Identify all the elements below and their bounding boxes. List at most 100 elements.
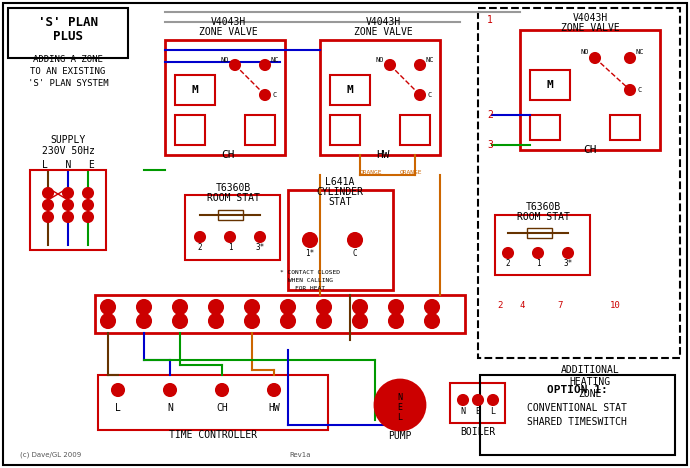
Text: HEATING: HEATING — [569, 377, 611, 387]
Bar — [165, 40, 285, 155]
Text: 1: 1 — [228, 243, 233, 253]
Text: FOR HEAT: FOR HEAT — [295, 285, 325, 291]
Bar — [218, 210, 243, 220]
Text: V4043H: V4043H — [366, 17, 401, 27]
Text: 6: 6 — [286, 302, 290, 312]
Text: L: L — [115, 403, 121, 413]
Circle shape — [281, 314, 295, 328]
Text: 10: 10 — [610, 300, 620, 309]
Text: C: C — [353, 249, 357, 258]
Text: 3*: 3* — [255, 243, 265, 253]
Bar — [245, 115, 275, 145]
Circle shape — [303, 233, 317, 247]
Bar — [520, 30, 660, 150]
Circle shape — [101, 314, 115, 328]
Circle shape — [317, 314, 331, 328]
Bar — [288, 190, 393, 290]
Text: ORANGE: ORANGE — [400, 169, 422, 175]
Text: ROOM STAT: ROOM STAT — [206, 193, 259, 203]
Text: PLUS: PLUS — [53, 29, 83, 43]
Text: CH: CH — [221, 150, 235, 160]
Text: C: C — [273, 92, 277, 98]
Text: HW: HW — [268, 403, 280, 413]
Text: NC: NC — [635, 49, 644, 55]
Circle shape — [458, 395, 468, 405]
Text: NC: NC — [270, 57, 279, 63]
Text: PUMP: PUMP — [388, 431, 412, 441]
Text: T6360B: T6360B — [525, 202, 560, 212]
Text: 4: 4 — [520, 300, 524, 309]
Bar — [98, 375, 328, 430]
Text: ADDITIONAL: ADDITIONAL — [560, 365, 620, 375]
Text: C: C — [428, 92, 432, 98]
Text: ZONE VALVE: ZONE VALVE — [199, 27, 257, 37]
Circle shape — [164, 384, 176, 396]
Bar — [610, 115, 640, 140]
Text: 1: 1 — [487, 15, 493, 25]
Bar — [330, 75, 370, 105]
Circle shape — [83, 188, 93, 198]
Circle shape — [317, 300, 331, 314]
Circle shape — [245, 300, 259, 314]
Text: NO: NO — [221, 57, 229, 63]
Bar — [527, 228, 552, 238]
Circle shape — [533, 248, 543, 258]
Text: NO: NO — [376, 57, 384, 63]
Circle shape — [63, 200, 73, 210]
Circle shape — [425, 314, 439, 328]
Circle shape — [425, 300, 439, 314]
Circle shape — [563, 248, 573, 258]
Text: TIME CONTROLLER: TIME CONTROLLER — [169, 430, 257, 440]
Text: 1: 1 — [106, 302, 110, 312]
Text: CH: CH — [583, 145, 597, 155]
Circle shape — [137, 314, 151, 328]
Text: NC: NC — [426, 57, 434, 63]
Bar — [185, 195, 280, 260]
Text: L641A: L641A — [325, 177, 355, 187]
Text: CYLINDER: CYLINDER — [317, 187, 364, 197]
Text: N: N — [167, 403, 173, 413]
Text: (c) Dave/GL 2009: (c) Dave/GL 2009 — [20, 452, 81, 458]
Bar — [530, 70, 570, 100]
Circle shape — [488, 395, 498, 405]
Text: NO: NO — [581, 49, 589, 55]
Bar — [320, 40, 440, 155]
Text: CONVENTIONAL STAT: CONVENTIONAL STAT — [527, 403, 627, 413]
Text: M: M — [346, 85, 353, 95]
Text: WHEN CALLING: WHEN CALLING — [288, 278, 333, 283]
Text: 7: 7 — [322, 302, 326, 312]
Text: STAT: STAT — [328, 197, 352, 207]
Circle shape — [382, 387, 418, 423]
Text: SHARED TIMESWITCH: SHARED TIMESWITCH — [527, 417, 627, 427]
Circle shape — [353, 300, 367, 314]
Text: C: C — [638, 87, 642, 93]
Text: V4043H: V4043H — [210, 17, 246, 27]
Text: 8: 8 — [357, 302, 362, 312]
Text: ROOM STAT: ROOM STAT — [517, 212, 569, 222]
Text: 4: 4 — [214, 302, 218, 312]
Text: BOILER: BOILER — [460, 427, 495, 437]
Text: OPTION 1:: OPTION 1: — [546, 385, 607, 395]
Bar — [30, 170, 106, 250]
Text: 2: 2 — [198, 243, 202, 253]
Circle shape — [173, 314, 187, 328]
Bar — [175, 75, 215, 105]
Text: HW: HW — [376, 150, 390, 160]
Text: ZONE: ZONE — [578, 389, 602, 399]
Text: 2: 2 — [497, 300, 503, 309]
Bar — [330, 115, 360, 145]
Bar — [95, 295, 465, 333]
Text: L: L — [397, 414, 402, 423]
Text: V4043H: V4043H — [573, 13, 608, 23]
Text: E: E — [397, 403, 402, 412]
Text: 3: 3 — [487, 140, 493, 150]
Circle shape — [268, 384, 280, 396]
Text: ORANGE: ORANGE — [360, 169, 382, 175]
Circle shape — [209, 314, 223, 328]
Circle shape — [216, 384, 228, 396]
Circle shape — [255, 232, 265, 242]
Text: 'S' PLAN SYSTEM: 'S' PLAN SYSTEM — [28, 79, 108, 88]
Bar — [175, 115, 205, 145]
Circle shape — [281, 300, 295, 314]
Circle shape — [375, 380, 425, 430]
